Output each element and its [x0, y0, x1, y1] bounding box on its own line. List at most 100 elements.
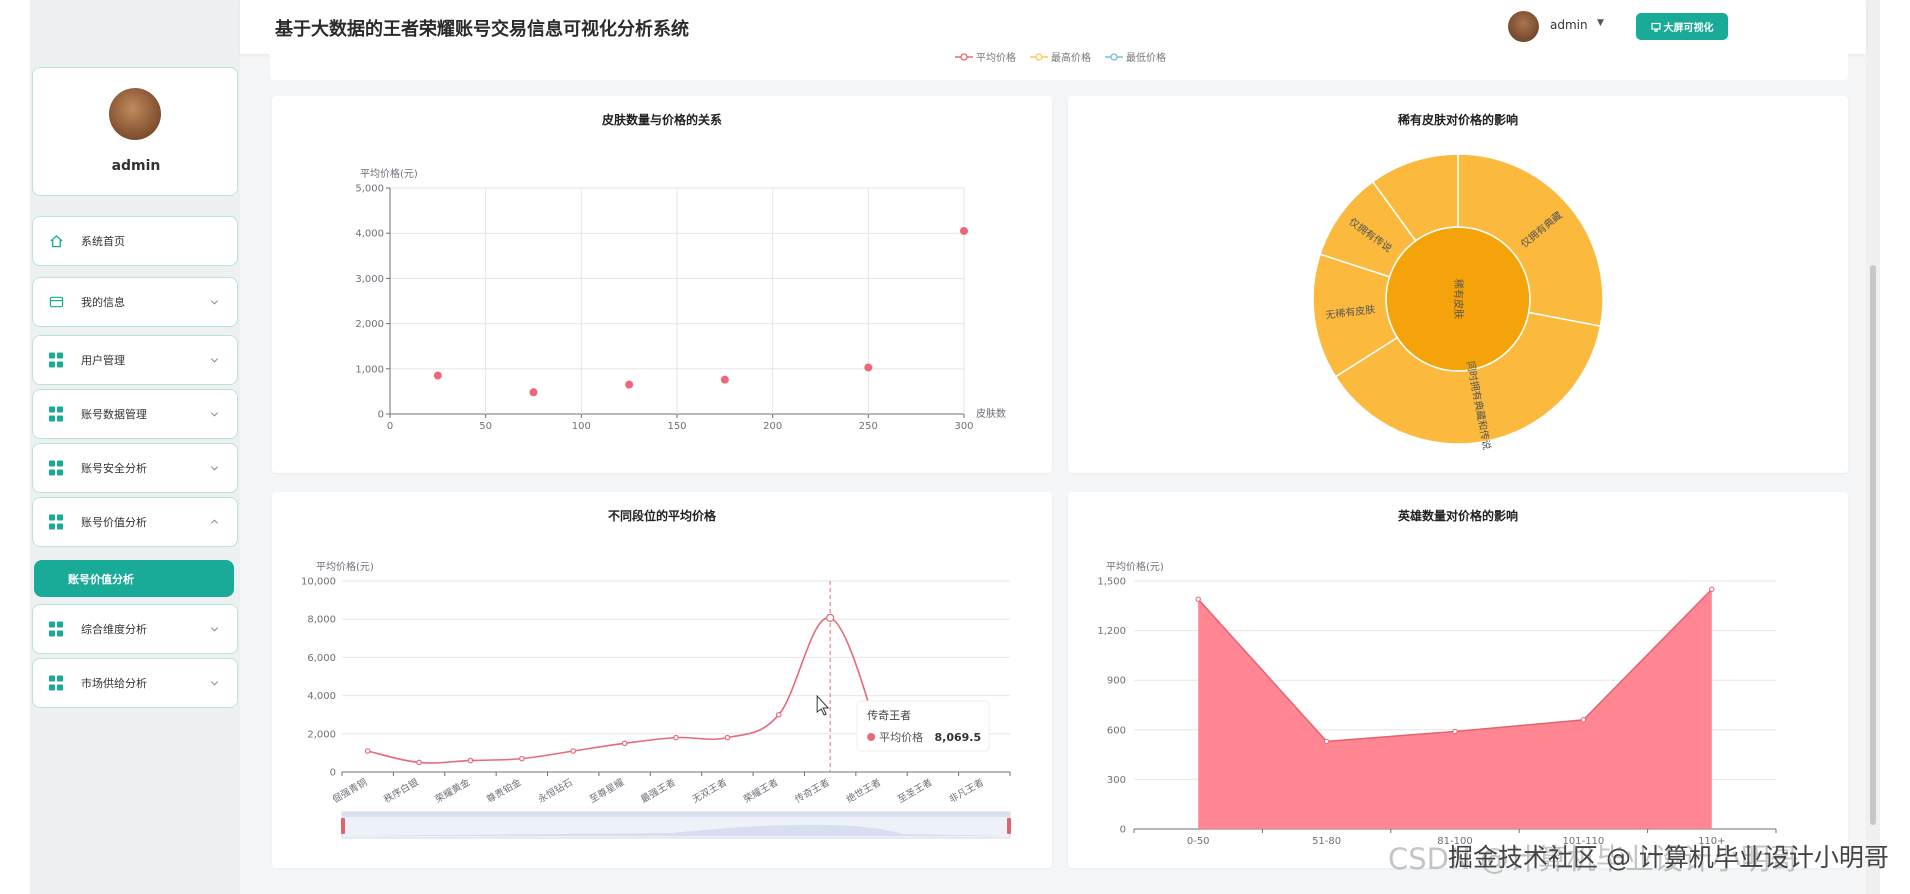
y-tick-label: 900 — [1107, 676, 1126, 687]
area-point — [1195, 596, 1201, 602]
grid-icon — [49, 621, 64, 637]
tooltip-marker — [867, 733, 876, 741]
x-tick-label: 最强王者 — [639, 777, 677, 806]
area-point — [1580, 717, 1587, 723]
legend-item[interactable]: 最低价格 — [1105, 49, 1166, 64]
watermark-front: 掘金技术社区 @ 计算机毕业设计小明哥 — [1448, 843, 1889, 872]
scatter-point — [720, 375, 729, 384]
scatter-point — [864, 363, 873, 372]
y-axis-label: 平均价格(元) — [1106, 560, 1164, 573]
y-tick-label: 10,000 — [301, 577, 336, 588]
area-chart: 0 300 600 900 1,200 1,500 0-50 51-80 81-100 101-1… — [1097, 560, 1777, 847]
x-tick-label: 至圣王者 — [896, 777, 934, 806]
chevron-down-icon — [210, 412, 219, 417]
series-point — [775, 711, 782, 718]
x-tick-label: 0 — [387, 421, 393, 432]
sidebar-item-user-manage[interactable]: 用户管理 — [32, 335, 238, 385]
grid-icon — [49, 406, 64, 422]
x-tick-label: 100 — [572, 421, 591, 432]
series-point — [621, 740, 628, 747]
scatter-point — [433, 371, 442, 380]
scatter-chart-card: 皮肤数量与价格的关系 0 1,000 2,000 3,000 4,000 5,000 0 50… — [272, 96, 1052, 473]
series-point — [570, 748, 577, 754]
y-tick-label: 0 — [330, 768, 336, 779]
profile-card: admin — [32, 67, 238, 196]
series-point — [724, 734, 731, 741]
sidebar-item-account-security[interactable]: 账号安全分析 — [32, 443, 238, 493]
top-chart-legend: 平均价格 最高价格 最低价格 — [955, 49, 1166, 64]
sidebar-item-market-supply[interactable]: 市场供给分析 — [32, 658, 238, 708]
x-axis-label: 皮肤数 — [976, 407, 1006, 420]
chart-title: 英雄数量对价格的影响 — [1397, 509, 1518, 523]
header-avatar[interactable] — [1508, 11, 1539, 42]
x-tick-label: 300 — [954, 421, 973, 432]
y-tick-label: 0 — [378, 410, 384, 421]
x-tick-label: 绝世王者 — [844, 776, 883, 805]
sidebar-item-label: 账号价值分析 — [81, 516, 147, 529]
datazoom-selected-bar — [342, 812, 1010, 817]
x-tick-label: 尊贵铂金 — [484, 776, 523, 806]
avatar — [109, 88, 161, 140]
y-tick-label: 3,000 — [355, 274, 384, 285]
x-tick-label: 81-100 — [1437, 836, 1472, 847]
scrollbar-thumb[interactable] — [1870, 265, 1876, 825]
tooltip-box — [856, 700, 990, 752]
legend-item[interactable]: 平均价格 — [955, 49, 1016, 64]
series-point — [364, 748, 371, 754]
bigscreen-label: 大屏可视化 — [1663, 23, 1714, 34]
legend-label: 平均价格 — [976, 53, 1016, 64]
sidebar-subitem-account-value[interactable]: 账号价值分析 — [34, 560, 234, 597]
home-icon — [50, 234, 63, 248]
area-fill — [1198, 589, 1712, 829]
sidebar-item-composite[interactable]: 综合维度分析 — [32, 604, 238, 654]
y-tick-label: 5,000 — [355, 184, 384, 195]
chevron-down-icon — [210, 466, 219, 471]
chevron-down-icon — [210, 627, 219, 632]
sidebar-item-home[interactable]: 系统首页 — [32, 216, 238, 266]
x-tick-label: 0-50 — [1187, 836, 1210, 847]
y-tick-label: 6,000 — [307, 653, 336, 664]
sidebar-item-label: 综合维度分析 — [81, 623, 147, 636]
x-tick-label: 150 — [667, 421, 686, 432]
sidebar-item-account-value[interactable]: 账号价值分析 — [32, 497, 238, 547]
sidebar-item-account-data[interactable]: 账号数据管理 — [32, 389, 238, 439]
x-tick-label: 荣耀王者 — [741, 776, 780, 805]
sidebar-item-label: 市场供给分析 — [81, 677, 147, 690]
tooltip-title: 传奇王者 — [867, 709, 911, 722]
mouse-cursor-icon — [816, 694, 830, 716]
right-margin — [1880, 0, 1910, 894]
legend-item[interactable]: 最高价格 — [1030, 49, 1091, 64]
x-tick-label: 250 — [859, 421, 878, 432]
id-card-icon — [49, 296, 64, 308]
x-tick-label: 110+ — [1698, 836, 1725, 847]
x-tick-label: 秩序白银 — [382, 776, 421, 806]
series-point — [826, 613, 835, 622]
line-chart-card: 不同段位的平均价格 0 2,000 4,000 6,000 8,000 10,000 倔强青… — [272, 492, 1052, 868]
bigscreen-button[interactable]: 大屏可视化 — [1636, 13, 1728, 40]
sunburst-outer-slice — [1371, 153, 1459, 242]
x-tick-label: 50 — [479, 421, 492, 432]
y-axis-label: 平均价格(元) — [316, 560, 374, 573]
sidebar-item-label: 用户管理 — [81, 354, 125, 367]
sidebar-item-label: 账号数据管理 — [81, 408, 147, 421]
x-tick-label: 传奇王者 — [793, 776, 832, 805]
x-tick-label: 200 — [763, 421, 782, 432]
legend-label: 最低价格 — [1126, 53, 1166, 64]
sunburst-outer-slice — [1457, 153, 1604, 328]
sunburst-chart-card: 稀有皮肤对价格的影响 稀有皮肤 仅拥有典藏 同时拥有典藏和传说 无稀有皮肤 仅拥有传说 — [1068, 96, 1848, 473]
scatter-point — [529, 388, 538, 397]
x-tick-label: 101-110 — [1563, 836, 1605, 847]
series-point — [416, 759, 422, 766]
page-title: 基于大数据的王者荣耀账号交易信息可视化分析系统 — [275, 19, 689, 40]
sidebar-item-my-info[interactable]: 我的信息 — [32, 277, 238, 327]
series-point — [673, 734, 679, 741]
header-username[interactable]: admin — [1550, 18, 1588, 32]
grid-icon — [49, 460, 64, 476]
caret-down-icon[interactable]: ▼ — [1597, 18, 1604, 28]
sunburst-outer-slice — [1334, 311, 1602, 445]
chart-title: 稀有皮肤对价格的影响 — [1397, 113, 1518, 127]
datazoom-handle-right — [1007, 818, 1011, 834]
x-tick-label: 至尊星耀 — [587, 776, 626, 806]
